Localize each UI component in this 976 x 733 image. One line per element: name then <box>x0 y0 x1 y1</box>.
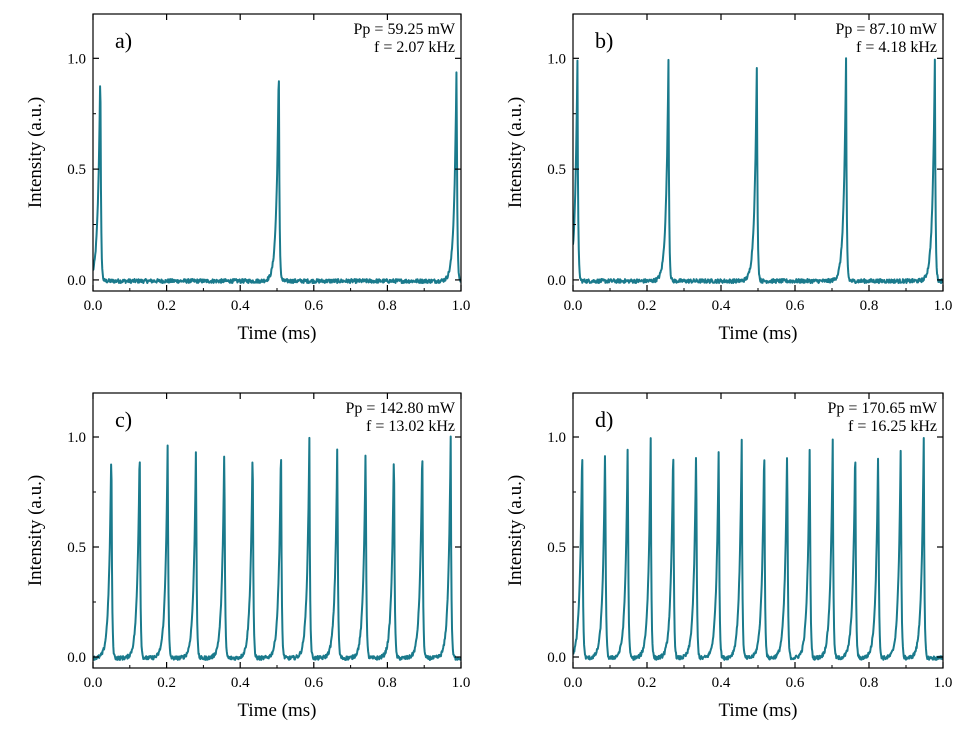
x-tick-label: 0.6 <box>304 298 323 314</box>
y-tick-label: 1.0 <box>547 430 566 446</box>
y-tick-label: 0.5 <box>547 162 566 178</box>
signal-trace <box>573 437 943 661</box>
panel-label: a) <box>115 28 132 53</box>
annotation-line: f = 2.07 kHz <box>374 39 455 56</box>
y-tick-label: 1.0 <box>67 51 86 67</box>
y-axis-label: Intensity (a.u.) <box>25 475 46 586</box>
x-tick-label: 0.8 <box>378 675 397 691</box>
x-tick-label: 0.2 <box>157 675 176 691</box>
x-tick-label: 0.4 <box>712 298 731 314</box>
annotation-line: Pp = 87.10 mW <box>836 21 938 38</box>
y-tick-label: 0.5 <box>67 540 86 556</box>
chart-panel-d: 0.0 0.2 0.4 0.6 0.8 1.0 0.0 0.5 1.0 Time (ms) Inte… <box>505 392 953 721</box>
x-tick-label: 1.0 <box>452 298 471 314</box>
y-tick-label: 1.0 <box>547 51 566 67</box>
y-tick-label: 1.0 <box>67 430 86 446</box>
annotation-line: Pp = 142.80 mW <box>346 400 456 417</box>
annotation-line: f = 16.25 kHz <box>848 418 937 435</box>
x-tick-label: 0.2 <box>638 675 657 691</box>
x-tick-label: 0.6 <box>304 675 323 691</box>
x-tick-label: 0.6 <box>786 298 805 314</box>
x-axis-label: Time (ms) <box>237 700 316 721</box>
signal-trace <box>573 57 943 285</box>
x-axis-label: Time (ms) <box>237 323 316 344</box>
x-tick-label: 0.4 <box>231 675 250 691</box>
y-axis-label: Intensity (a.u.) <box>505 475 526 586</box>
x-tick-label: 1.0 <box>934 675 953 691</box>
x-tick-label: 0.8 <box>860 675 879 691</box>
panel-label: b) <box>595 28 613 53</box>
x-tick-label: 1.0 <box>934 298 953 314</box>
x-tick-label: 0.4 <box>231 298 250 314</box>
x-tick-label: 1.0 <box>452 675 471 691</box>
annotation-line: f = 13.02 kHz <box>366 418 455 435</box>
x-axis-label: Time (ms) <box>718 323 797 344</box>
x-tick-label: 0.0 <box>564 675 583 691</box>
annotation-line: f = 4.18 kHz <box>856 39 937 56</box>
x-tick-label: 0.0 <box>84 298 103 314</box>
x-tick-label: 0.2 <box>157 298 176 314</box>
x-tick-label: 0.0 <box>84 675 103 691</box>
x-tick-label: 0.6 <box>786 675 805 691</box>
y-tick-label: 0.5 <box>67 162 86 178</box>
annotation-line: Pp = 59.25 mW <box>354 21 456 38</box>
x-tick-label: 0.4 <box>712 675 731 691</box>
chart-panel-c: 0.0 0.2 0.4 0.6 0.8 1.0 0.0 0.5 1.0 Time (ms) Inte… <box>25 392 471 721</box>
y-axis-label: Intensity (a.u.) <box>25 97 46 208</box>
chart-panel-b: 0.0 0.2 0.4 0.6 0.8 1.0 0.0 0.5 1.0 Time (ms) Inte… <box>505 13 953 344</box>
y-tick-label: 0.0 <box>547 273 566 289</box>
annotation-line: Pp = 170.65 mW <box>828 400 938 417</box>
x-tick-label: 0.2 <box>638 298 657 314</box>
chart-panel-a: 0.0 0.2 0.4 0.6 0.8 1.0 0.0 0.5 1.0 Time (ms) Inte… <box>25 13 471 344</box>
y-tick-label: 0.5 <box>547 540 566 556</box>
y-axis-label: Intensity (a.u.) <box>505 97 526 208</box>
panel-label: d) <box>595 407 613 432</box>
y-tick-label: 0.0 <box>67 650 86 666</box>
signal-trace <box>93 71 461 285</box>
x-tick-label: 0.0 <box>564 298 583 314</box>
panel-label: c) <box>115 407 132 432</box>
x-tick-label: 0.8 <box>378 298 397 314</box>
y-tick-label: 0.0 <box>547 650 566 666</box>
x-axis-label: Time (ms) <box>718 700 797 721</box>
x-tick-label: 0.8 <box>860 298 879 314</box>
y-tick-label: 0.0 <box>67 273 86 289</box>
signal-trace <box>93 435 461 662</box>
